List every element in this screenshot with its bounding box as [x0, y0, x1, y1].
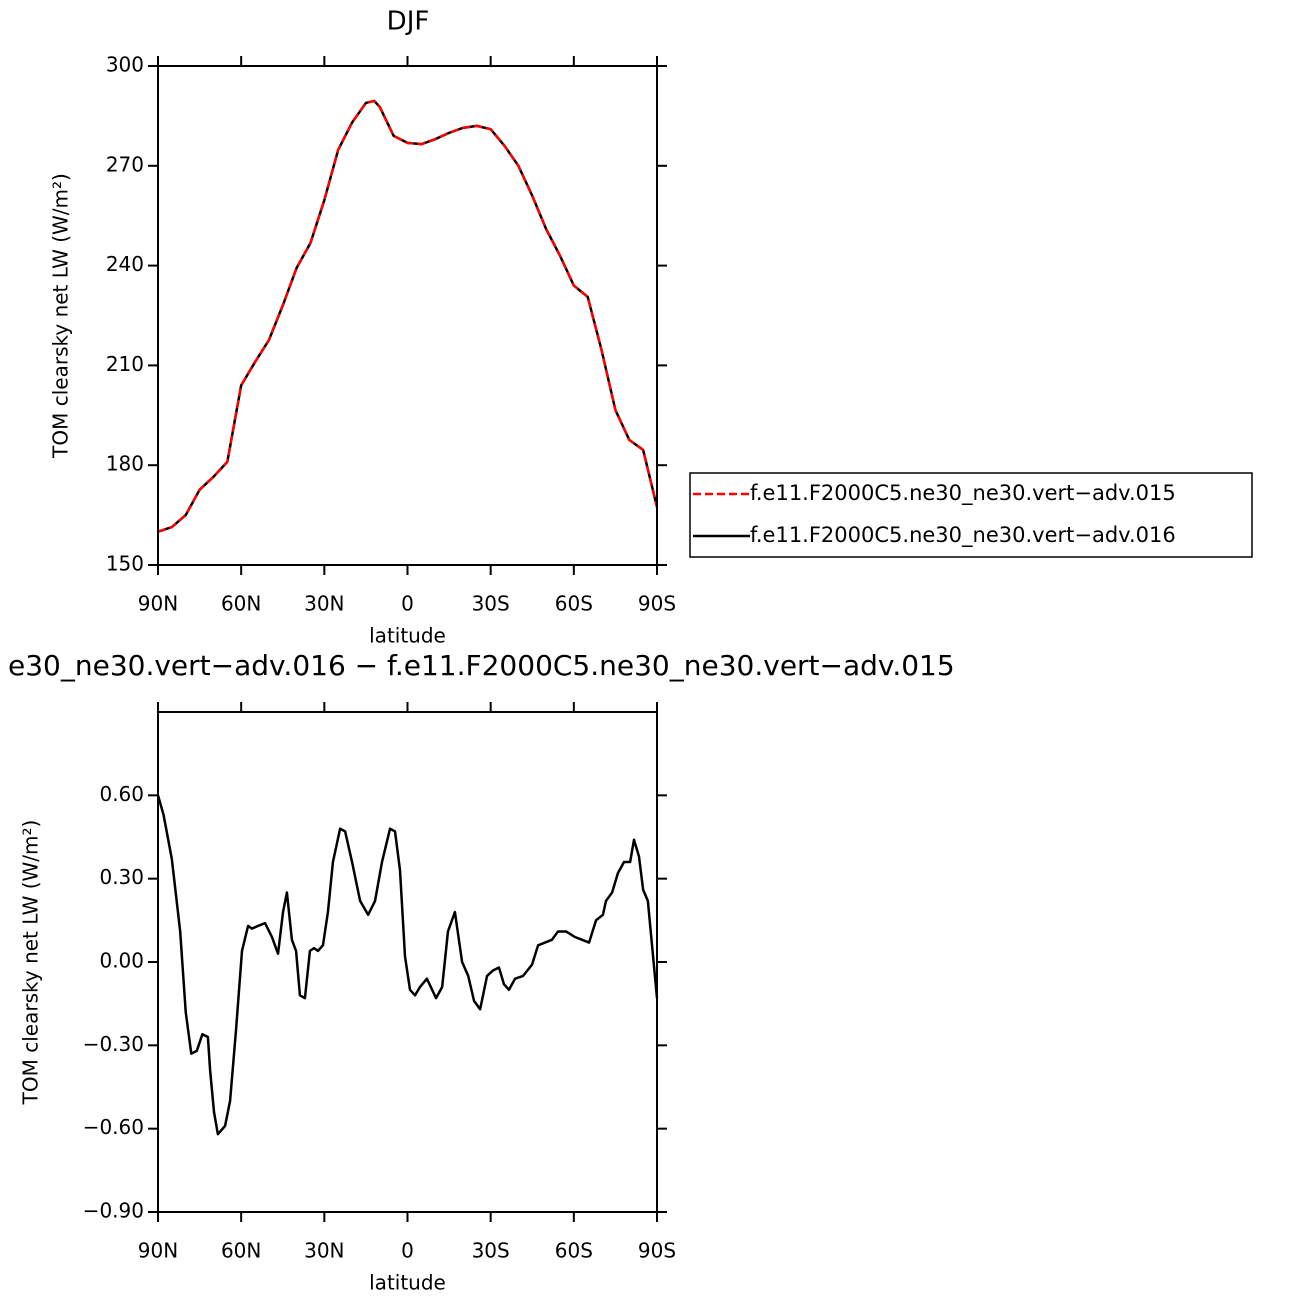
y-tick-label: 0.60: [99, 782, 144, 806]
x-tick-label: 30S: [472, 592, 510, 616]
x-tick-label: 90S: [638, 592, 676, 616]
y-tick-label: 300: [106, 53, 144, 77]
x-tick-label: 30N: [304, 592, 344, 616]
x-tick-label: 60S: [555, 1239, 593, 1263]
legend-label: f.e11.F2000C5.ne30_ne30.vert−adv.016: [750, 523, 1176, 548]
y-axis-label: TOM clearsky net LW (W/m²): [49, 173, 73, 459]
x-tick-label: 90S: [638, 1239, 676, 1263]
x-tick-label: 30S: [472, 1239, 510, 1263]
y-tick-label: −0.30: [83, 1032, 144, 1056]
plot-frame: [157, 711, 658, 1213]
x-tick-label: 60S: [555, 592, 593, 616]
x-tick-label: 60N: [221, 1239, 261, 1263]
y-tick-label: −0.60: [83, 1115, 144, 1139]
y-tick-label: 180: [106, 452, 144, 476]
x-tick-label: 90N: [138, 1239, 178, 1263]
x-tick-label: 30N: [304, 1239, 344, 1263]
y-tick-label: 270: [106, 152, 144, 176]
x-tick-label: 0: [401, 592, 414, 616]
y-tick-label: −0.90: [83, 1199, 144, 1223]
x-tick-label: 0: [401, 1239, 414, 1263]
x-tick-label: 60N: [221, 592, 261, 616]
legend-box: [689, 472, 1253, 558]
plot-frame: [157, 65, 658, 566]
x-axis-label: latitude: [369, 1271, 446, 1295]
y-tick-label: 0.30: [99, 865, 144, 889]
y-tick-label: 210: [106, 352, 144, 376]
x-axis-label: latitude: [369, 624, 446, 648]
y-tick-label: 240: [106, 252, 144, 276]
data-line: [157, 99, 659, 533]
chart-title: e30_ne30.vert−adv.016 − f.e11.F2000C5.ne…: [8, 649, 955, 682]
y-tick-label: 0.00: [99, 949, 144, 973]
y-axis-label: TOM clearsky net LW (W/m²): [19, 820, 43, 1106]
data-line: [156, 794, 659, 1136]
y-tick-label: 150: [106, 552, 144, 576]
data-line: [157, 99, 659, 533]
legend-label: f.e11.F2000C5.ne30_ne30.vert−adv.015: [750, 481, 1176, 506]
chart-title: DJF: [387, 7, 430, 37]
x-tick-label: 90N: [138, 592, 178, 616]
